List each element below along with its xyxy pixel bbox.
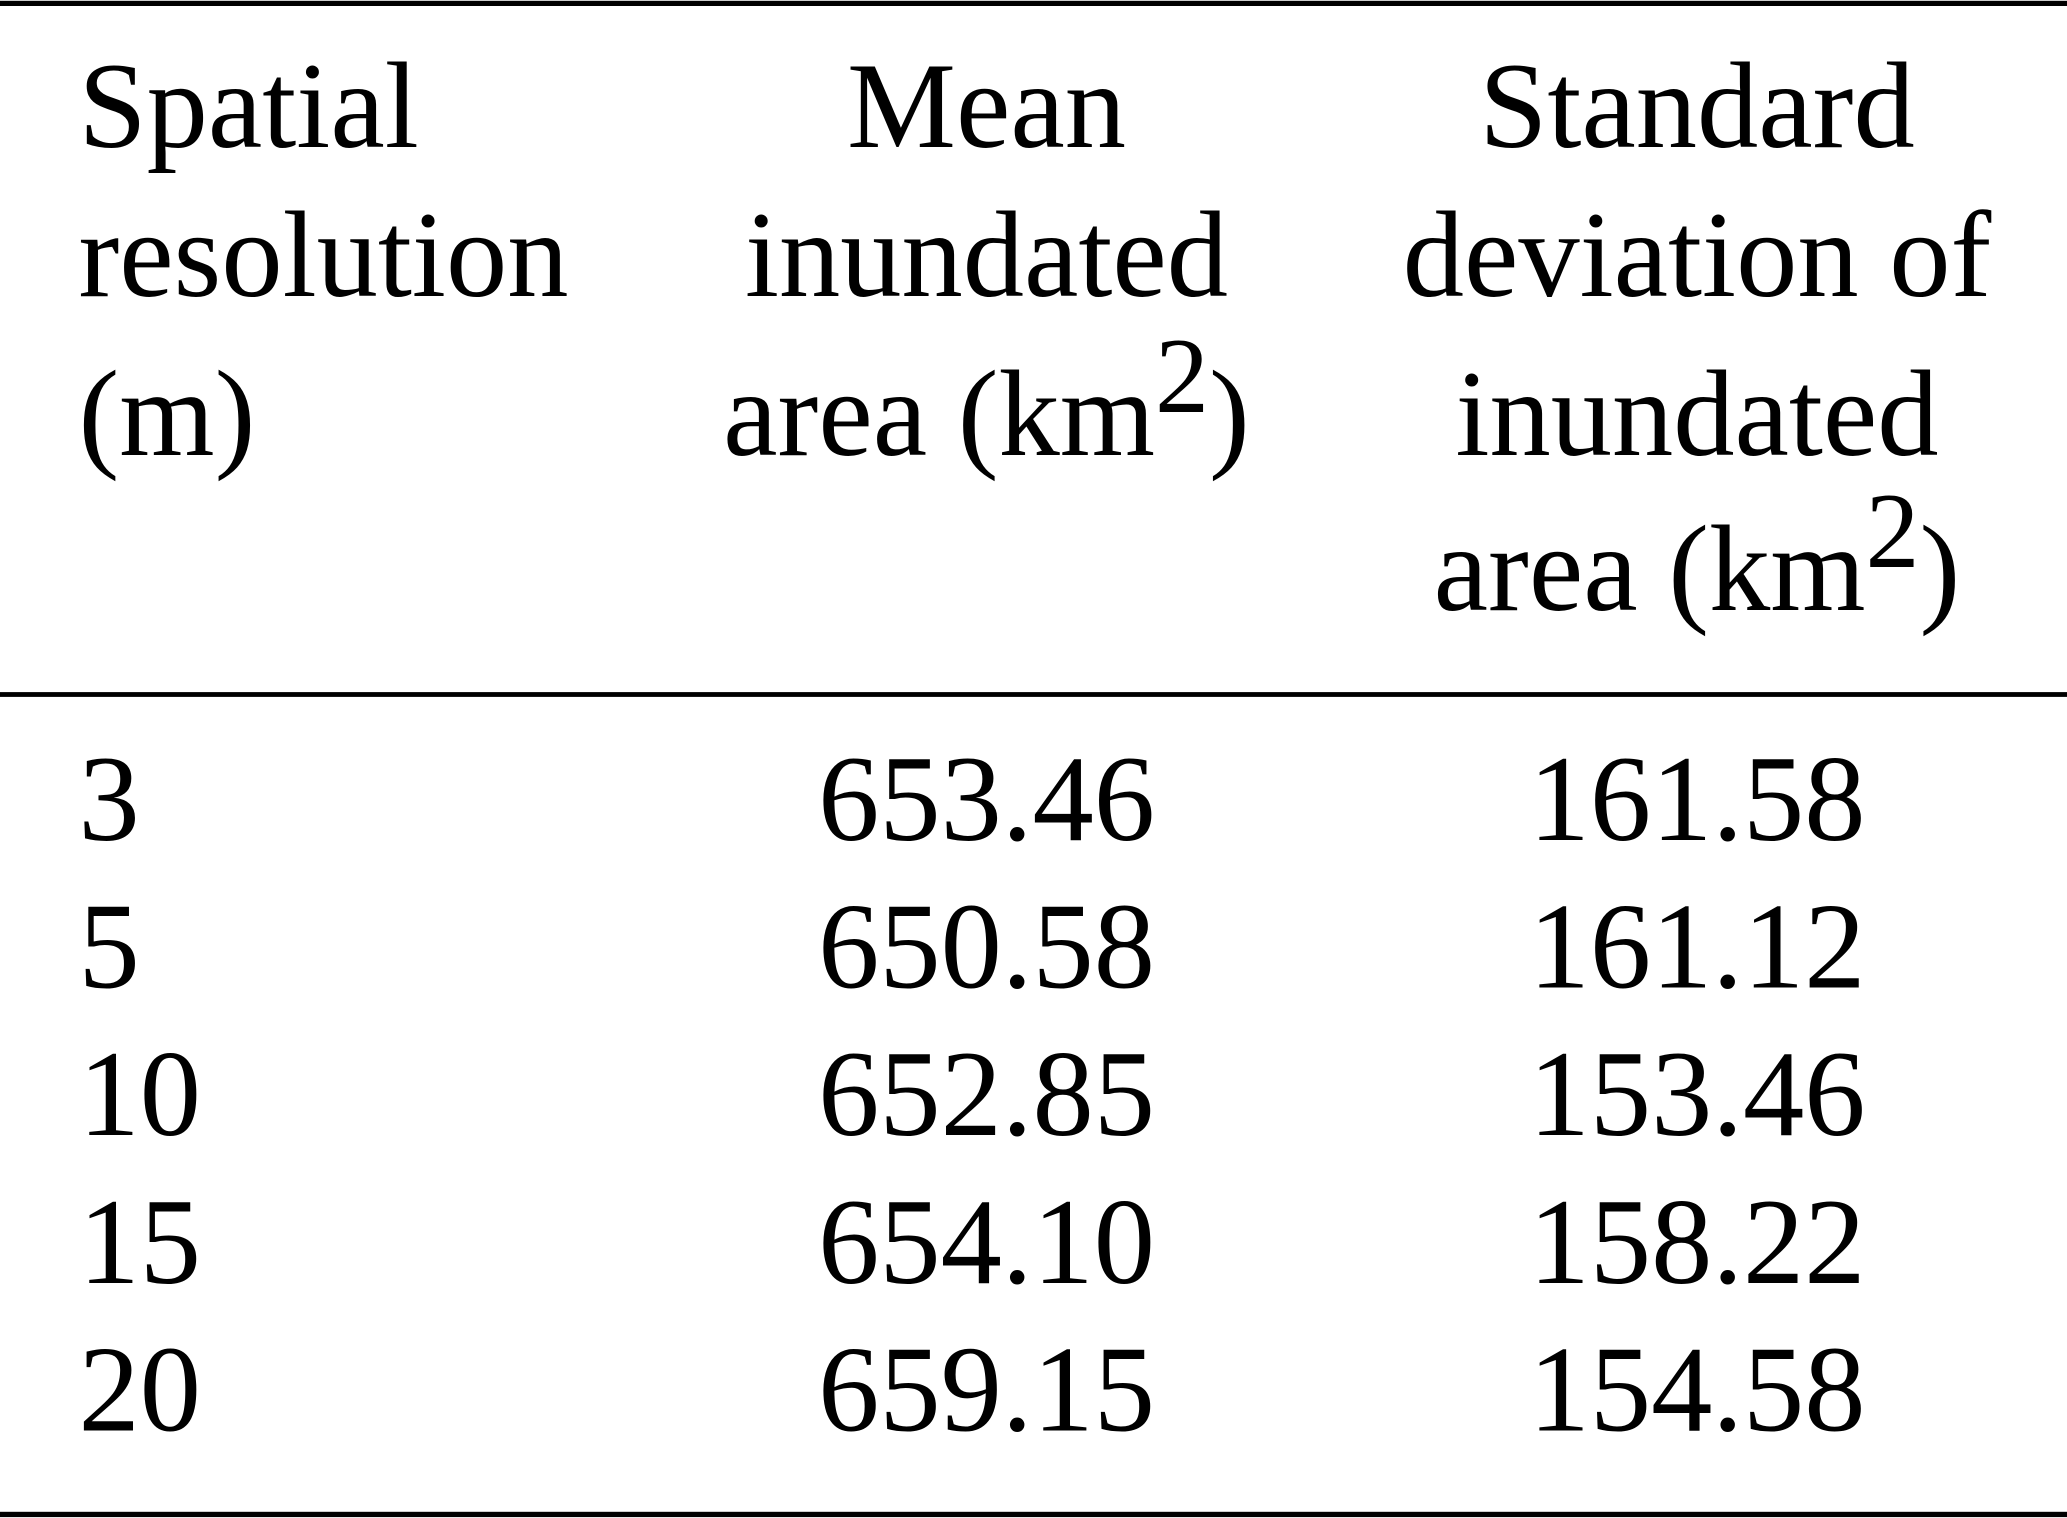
- svg-text:652.85: 652.85: [818, 1027, 1155, 1162]
- svg-text:161.58: 161.58: [1529, 732, 1866, 867]
- svg-text:20: 20: [79, 1323, 202, 1458]
- svg-text:5: 5: [79, 880, 140, 1015]
- svg-text:3: 3: [79, 732, 140, 867]
- svg-text:15: 15: [79, 1175, 202, 1310]
- svg-text:158.22: 158.22: [1529, 1175, 1866, 1310]
- svg-text:654.10: 654.10: [818, 1175, 1155, 1310]
- svg-text:659.15: 659.15: [818, 1323, 1155, 1458]
- svg-text:650.58: 650.58: [818, 880, 1155, 1015]
- svg-text:Spatial: Spatial: [79, 39, 419, 174]
- svg-text:153.46: 153.46: [1529, 1027, 1866, 1162]
- svg-text:154.58: 154.58: [1529, 1323, 1866, 1458]
- svg-text:653.46: 653.46: [818, 732, 1155, 867]
- svg-text:inundated: inundated: [1455, 347, 1938, 482]
- svg-text:Standard: Standard: [1479, 39, 1914, 174]
- svg-text:(m): (m): [79, 347, 256, 482]
- svg-text:inundated: inundated: [745, 188, 1228, 323]
- svg-text:area (km2): area (km2): [723, 317, 1250, 482]
- svg-text:Mean: Mean: [847, 39, 1126, 174]
- svg-text:10: 10: [79, 1027, 202, 1162]
- svg-text:161.12: 161.12: [1529, 880, 1866, 1015]
- svg-text:resolution: resolution: [79, 188, 569, 323]
- svg-text:deviation of: deviation of: [1403, 188, 1992, 323]
- svg-text:area (km2): area (km2): [1434, 472, 1961, 637]
